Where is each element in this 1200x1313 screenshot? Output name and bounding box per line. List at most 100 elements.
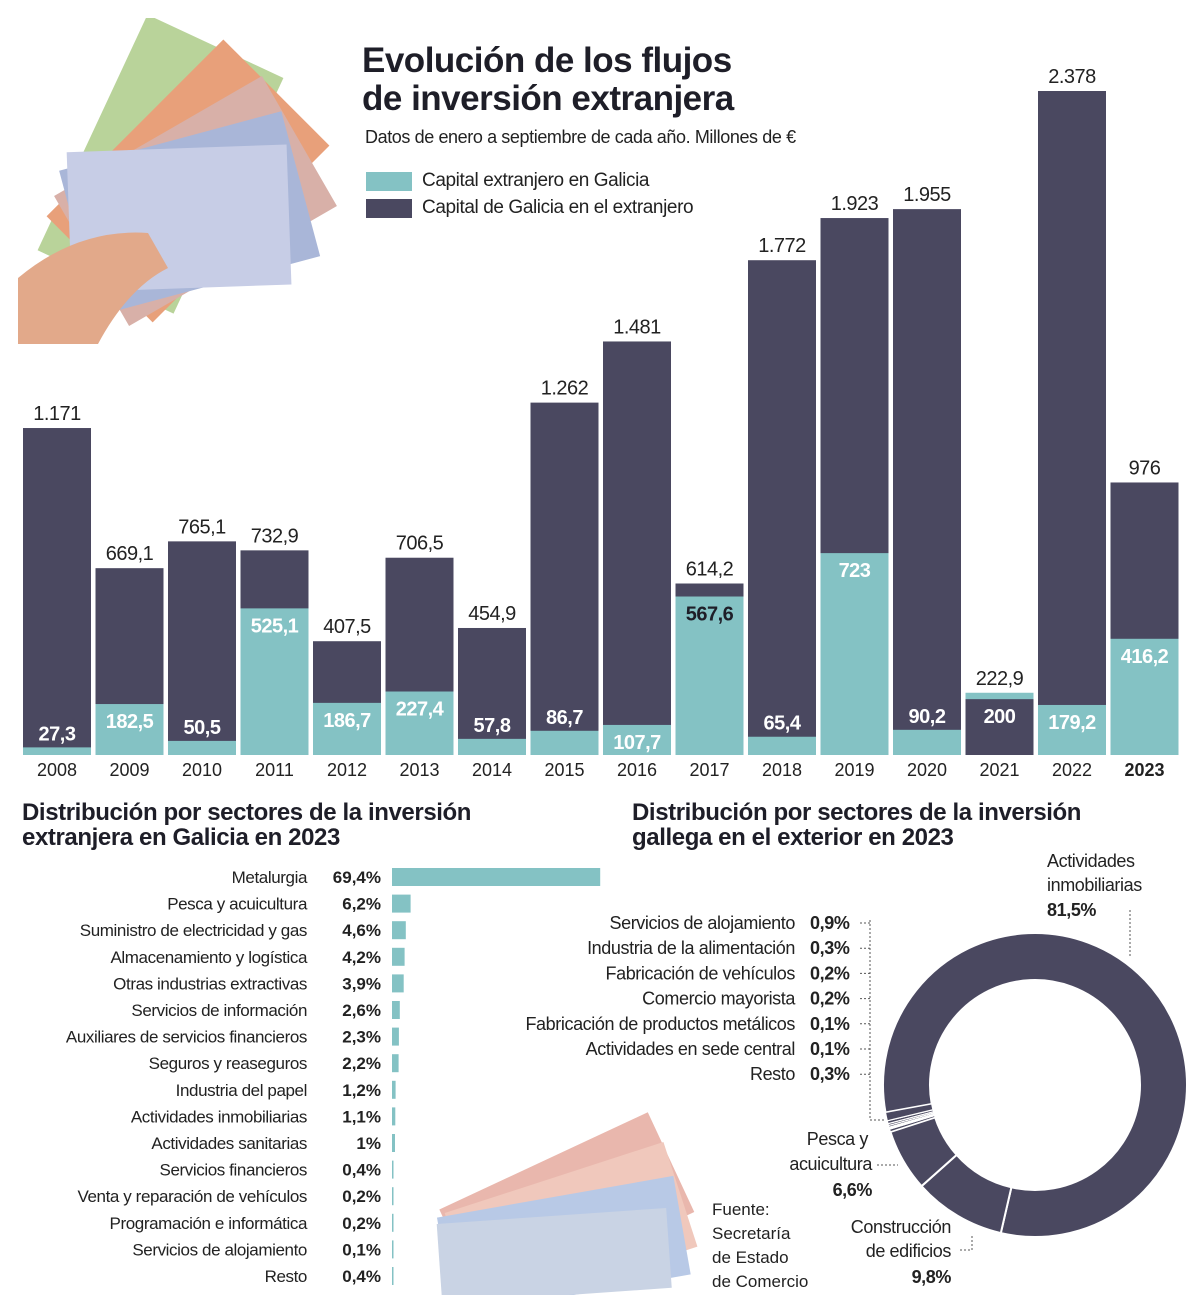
sector-label: Auxiliares de servicios financieros (66, 1028, 307, 1047)
bar-label-inner: 179,2 (1048, 712, 1096, 734)
donut-label: Fabricación de productos metálicos (525, 1014, 795, 1034)
sector-bar (392, 1213, 394, 1232)
bar-label-inner: 200 (984, 706, 1016, 728)
x-tick-label: 2018 (762, 760, 802, 780)
banknotes-photo-top (18, 18, 337, 344)
bar-galicia-abroad (965, 699, 1034, 755)
title-line-1: Distribución por sectores de la inversió… (22, 799, 472, 826)
x-tick-label: 2021 (979, 760, 1019, 780)
bar-label-inner: 182,5 (106, 711, 154, 733)
x-tick-label: 2015 (544, 760, 584, 780)
sector-label: Servicios financieros (160, 1161, 308, 1180)
bar-label-top: 454,9 (468, 603, 516, 625)
sector-value-label: 0,4% (342, 1267, 381, 1286)
sector-label: Metalurgia (232, 868, 308, 887)
bar-galicia-abroad (748, 260, 816, 755)
bar-label-inner: 107,7 (613, 732, 661, 754)
legend-item-teal: Capital extranjero en Galicia (366, 170, 649, 192)
donut-value-label: 81,5% (1047, 900, 1096, 920)
bar-label-inner: 227,4 (396, 699, 445, 721)
bar-label-top: 1.262 (541, 378, 589, 400)
sector-label: Almacenamiento y logística (110, 948, 307, 967)
title-line-2: gallega en el exterior en 2023 (632, 824, 954, 851)
x-tick-label: 2012 (327, 760, 367, 780)
legend-item-dark: Capital de Galicia en el extranjero (366, 197, 694, 219)
bar-label-top: 1.772 (758, 235, 806, 257)
donut-label: Resto (750, 1064, 795, 1084)
sector-label: Pesca y acuicultura (167, 895, 308, 914)
bar-label-inner: 723 (839, 560, 871, 582)
sector-value-label: 1,1% (342, 1107, 381, 1126)
bar-label-top: 1.923 (831, 193, 879, 215)
bar-label-top: 669,1 (106, 543, 154, 565)
sector-bar (392, 868, 601, 886)
sector-value-label: 0,4% (342, 1161, 381, 1180)
sector-label: Resto (265, 1267, 307, 1286)
donut-value-label: 6,6% (833, 1180, 873, 1200)
bar-label-inner: 567,6 (686, 604, 734, 626)
donut-label: acuicultura (789, 1154, 873, 1174)
sector-bar (392, 1160, 394, 1179)
bar-galicia-abroad (458, 627, 526, 755)
legend-label: Capital extranjero en Galicia (422, 170, 650, 191)
bar-galicia-abroad (1038, 91, 1106, 755)
sector-label: Actividades sanitarias (151, 1134, 307, 1153)
bar-label-inner: 525,1 (251, 615, 299, 637)
x-tick-label: 2013 (399, 760, 439, 780)
x-tick-label: 2009 (109, 760, 149, 780)
sector-bar (392, 1187, 394, 1206)
bar-foreign-in-galicia (23, 747, 91, 755)
donut-label: Actividades en sede central (586, 1039, 795, 1059)
bar-galicia-abroad (603, 341, 671, 755)
bar-galicia-abroad (23, 428, 91, 755)
sector-bar (392, 1027, 399, 1046)
donut-value-label: 9,8% (912, 1267, 952, 1287)
sector-label: Actividades inmobiliarias (131, 1107, 307, 1126)
sector-value-label: 6,2% (342, 895, 381, 914)
bar-label-inner: 416,2 (1121, 646, 1169, 668)
donut-slice (882, 931, 1188, 1238)
sector-value-label: 4,6% (342, 921, 381, 940)
banknotes-photo-bottom (436, 1112, 698, 1295)
donut-label: Pesca y (807, 1129, 869, 1149)
donut-label: Industria de la alimentación (587, 938, 795, 958)
bar-foreign-in-galicia (530, 730, 599, 755)
sector-value-label: 2,3% (342, 1028, 381, 1047)
sector-bar (392, 1267, 394, 1285)
bar-foreign-in-galicia (1110, 638, 1179, 755)
bar-foreign-in-galicia (820, 553, 889, 755)
donut-label: Comercio mayorista (642, 989, 796, 1009)
sector-bar (392, 1001, 400, 1019)
donut-label: Construcción (851, 1217, 951, 1237)
sector-label: Industria del papel (176, 1081, 307, 1100)
bar-galicia-abroad (168, 541, 236, 755)
x-tick-label: 2022 (1052, 760, 1092, 780)
bar-foreign-in-galicia (240, 608, 309, 755)
x-tick-label: 2016 (617, 760, 657, 780)
sector-value-label: 0,2% (342, 1187, 381, 1206)
legend-swatch-teal (366, 171, 412, 191)
sector-label: Venta y reparación de vehículos (77, 1187, 307, 1206)
legend-swatch-dark (366, 198, 412, 218)
x-tick-label: 2020 (907, 760, 947, 780)
bar-foreign-in-galicia (385, 691, 454, 755)
bar-label-inner: 90,2 (909, 706, 946, 728)
sector-value-label: 3,9% (342, 974, 381, 993)
bar-label-inner: 27,3 (39, 723, 76, 745)
sector-bar (392, 921, 406, 940)
source-line: Fuente: (712, 1200, 770, 1219)
bar-label-top: 614,2 (686, 558, 734, 580)
bar-label-top: 765,1 (178, 516, 226, 538)
sector-value-label: 4,2% (342, 948, 381, 967)
title-line-2: extranjera en Galicia en 2023 (22, 824, 340, 851)
donut-value-label: 0,3% (810, 1064, 850, 1084)
sector-value-label: 1,2% (342, 1081, 381, 1100)
donut-value-label: 0,1% (810, 1014, 850, 1034)
bar-label-inner: 86,7 (546, 707, 583, 729)
sector-label: Suministro de electricidad y gas (80, 921, 307, 940)
donut-value-label: 0,9% (810, 913, 850, 933)
donut-value-label: 0,2% (810, 963, 850, 983)
sector-bar (392, 974, 404, 993)
sector-bar (392, 1080, 396, 1099)
